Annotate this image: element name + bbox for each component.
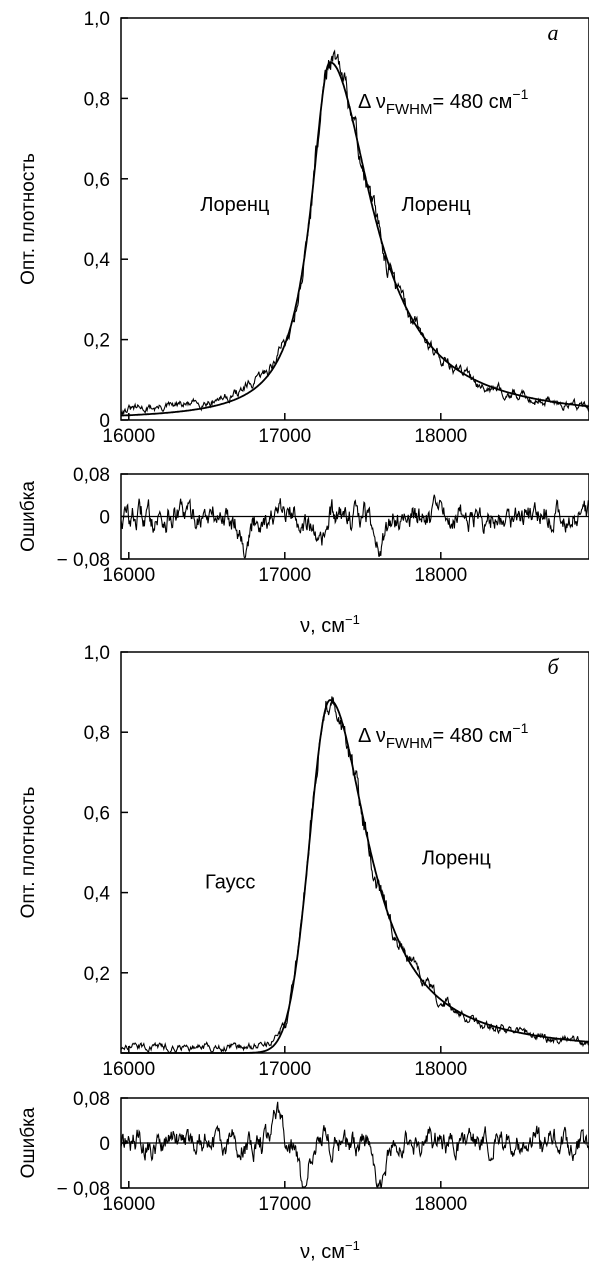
- annotation-label: Лоренц: [422, 848, 491, 870]
- y-tick-label: 1,0: [84, 9, 110, 30]
- y-axis-label: Ошибка: [18, 481, 39, 552]
- annotation-label: Гаусс: [205, 872, 255, 894]
- y-tick-label: 0,2: [84, 964, 110, 985]
- y-axis-label: Опт. плотность: [18, 153, 39, 285]
- x-tick-label: 18000: [414, 1059, 467, 1080]
- y-axis-label: Ошибка: [18, 1107, 39, 1178]
- x-tick-label: 17000: [258, 1059, 311, 1080]
- x-tick-label: 16000: [102, 1194, 155, 1215]
- y-tick-label: 0,08: [73, 465, 110, 486]
- y-tick-label: 0: [99, 1134, 110, 1155]
- x-tick-label: 17000: [258, 426, 311, 447]
- panel-letter: б: [547, 654, 559, 679]
- panel-a-main: 16000 17000 18000 0 0,2 0,4 0,6 0,8 1,0 Опт. плот…: [18, 9, 589, 447]
- y-tick-label: 0,4: [84, 250, 111, 271]
- experimental-spectrum-line: [120, 696, 589, 1055]
- x-tick-label: 16000: [102, 426, 155, 447]
- panel-b-residual: 16000 17000 18000 0,08 0 − 0,08 Ошибка: [18, 1089, 589, 1215]
- fwhm-label: Δ νFWHM= 480 см−1: [358, 86, 529, 118]
- x-tick-label: 16000: [102, 1059, 155, 1080]
- annotation-label: Лоренц: [200, 194, 269, 216]
- residual-line: [120, 494, 589, 559]
- annotation-label: Лоренц: [402, 194, 471, 216]
- y-axis-label: Опт. плотность: [18, 786, 39, 918]
- fit-curve-line: [121, 699, 589, 1054]
- y-tick-label: − 0,08: [57, 550, 110, 571]
- y-tick-label: 0,6: [84, 170, 110, 191]
- y-tick-label: 0: [99, 411, 110, 432]
- plot-frame: [120, 651, 589, 1054]
- x-axis-label-a: ν, см−1: [300, 612, 360, 637]
- experimental-spectrum-line: [120, 49, 589, 417]
- x-tick-label: 17000: [258, 1194, 311, 1215]
- plot-frame: [120, 17, 589, 421]
- x-tick-label: 18000: [414, 1194, 467, 1215]
- x-tick-label: 16000: [102, 565, 155, 586]
- y-tick-label: 0,8: [84, 89, 110, 110]
- x-tick-label: 17000: [258, 565, 311, 586]
- y-tick-label: 0,6: [84, 803, 110, 824]
- residual-line: [120, 1101, 589, 1188]
- panel-b-main: 16000 17000 18000 0,2 0,4 0,6 0,8 1,0 Опт. плотн…: [18, 643, 589, 1080]
- x-tick-label: 18000: [414, 426, 467, 447]
- y-tick-label: 0,2: [84, 331, 110, 352]
- y-tick-label: − 0,08: [57, 1179, 110, 1200]
- y-tick-label: 1,0: [84, 643, 110, 664]
- x-tick-label: 18000: [414, 565, 467, 586]
- y-tick-label: 0,8: [84, 723, 110, 744]
- x-axis-label-b: ν, см−1: [300, 1238, 360, 1263]
- fwhm-label: Δ νFWHM= 480 см−1: [358, 720, 529, 752]
- y-tick-label: 0,4: [84, 884, 111, 905]
- y-tick-label: 0,08: [73, 1089, 110, 1110]
- panel-letter: а: [548, 20, 559, 45]
- y-tick-label: 0: [99, 508, 110, 529]
- panel-a-residual: 16000 17000 18000 0,08 0 − 0,08 Ошибка: [18, 465, 589, 586]
- fit-curve-line: [120, 61, 589, 417]
